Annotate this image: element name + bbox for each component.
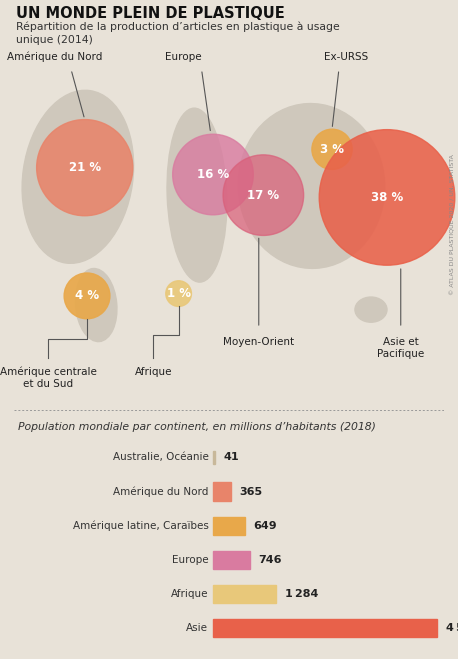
Text: Afrique: Afrique xyxy=(171,589,208,599)
Bar xyxy=(213,517,245,535)
Text: UN MONDE PLEIN DE PLASTIQUE: UN MONDE PLEIN DE PLASTIQUE xyxy=(16,6,285,21)
Text: Moyen-Orient: Moyen-Orient xyxy=(223,337,294,347)
Circle shape xyxy=(173,134,253,215)
Ellipse shape xyxy=(76,268,117,341)
Text: 1 284: 1 284 xyxy=(285,589,318,599)
Text: Afrique: Afrique xyxy=(135,367,172,377)
Text: Amérique du Nord: Amérique du Nord xyxy=(113,486,208,497)
Text: 38 %: 38 % xyxy=(371,191,403,204)
Circle shape xyxy=(223,155,304,235)
Text: Ex-URSS: Ex-URSS xyxy=(324,52,368,63)
Ellipse shape xyxy=(238,103,385,268)
Circle shape xyxy=(319,130,455,265)
Ellipse shape xyxy=(355,297,387,322)
Text: 16 %: 16 % xyxy=(197,168,229,181)
Text: 3 %: 3 % xyxy=(320,143,344,156)
Text: Population mondiale par continent, en millions d’habitants (2018): Population mondiale par continent, en mi… xyxy=(18,422,376,432)
Text: Asie et
Pacifique: Asie et Pacifique xyxy=(377,337,425,358)
Circle shape xyxy=(166,281,191,306)
Text: 1 %: 1 % xyxy=(167,287,191,300)
Bar xyxy=(213,482,231,501)
Text: 41: 41 xyxy=(223,453,239,463)
Text: Amérique du Nord: Amérique du Nord xyxy=(7,52,103,63)
Ellipse shape xyxy=(22,90,134,264)
Text: 21 %: 21 % xyxy=(69,161,101,174)
Circle shape xyxy=(37,119,133,215)
Bar xyxy=(213,551,250,569)
Text: 746: 746 xyxy=(258,555,282,565)
Text: 17 %: 17 % xyxy=(247,188,279,202)
Bar xyxy=(213,451,215,464)
Text: Europe: Europe xyxy=(165,52,202,63)
Circle shape xyxy=(312,129,352,169)
Text: Amérique centrale
et du Sud: Amérique centrale et du Sud xyxy=(0,367,97,389)
Ellipse shape xyxy=(167,108,227,282)
Text: 4 536: 4 536 xyxy=(446,623,458,633)
Text: Asie: Asie xyxy=(186,623,208,633)
Text: 365: 365 xyxy=(239,486,262,497)
Text: Répartition de la production d’articles en plastique à usage
unique (2014): Répartition de la production d’articles … xyxy=(16,21,340,45)
Text: © ATLAS DU PLASTIQUE 2020 / UN, STATISTA: © ATLAS DU PLASTIQUE 2020 / UN, STATISTA xyxy=(451,154,456,295)
Text: 649: 649 xyxy=(253,521,277,530)
Text: Europe: Europe xyxy=(172,555,208,565)
Circle shape xyxy=(64,273,110,319)
Text: 4 %: 4 % xyxy=(75,289,99,302)
Bar xyxy=(213,585,277,604)
Bar xyxy=(213,619,437,637)
Text: Australie, Océanie: Australie, Océanie xyxy=(113,453,208,463)
Text: Amérique latine, Caraïbes: Amérique latine, Caraïbes xyxy=(72,521,208,531)
